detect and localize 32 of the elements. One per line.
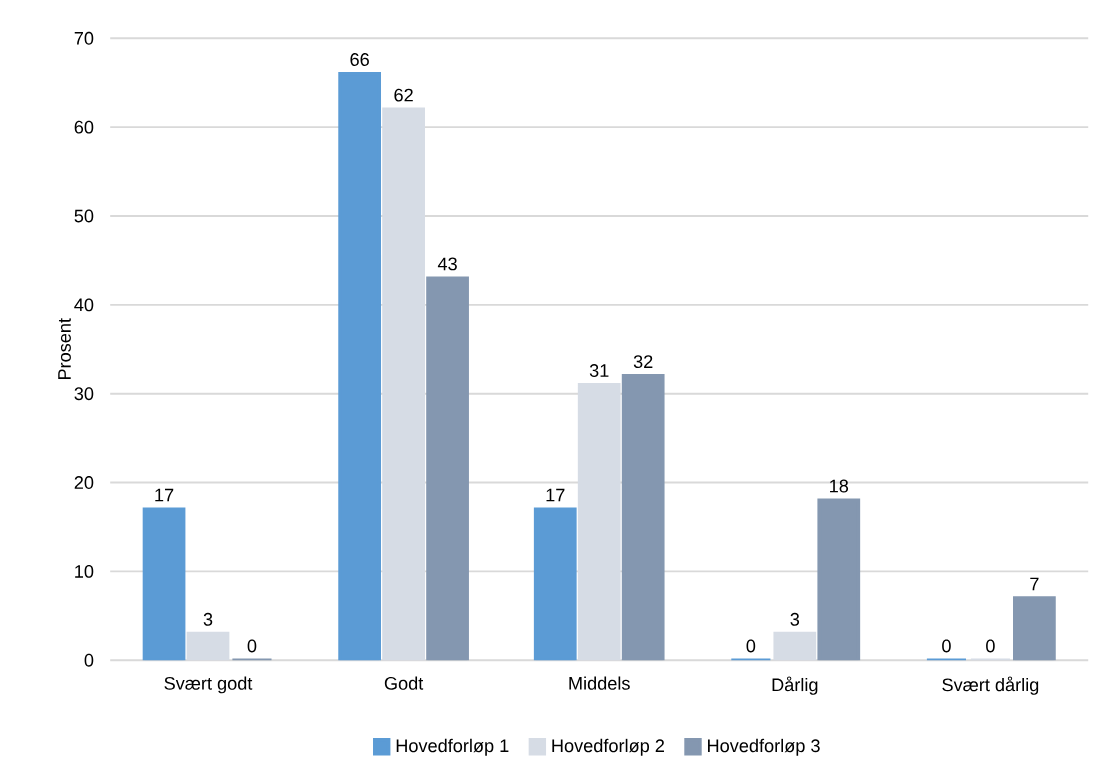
legend-label: Hovedforløp 1: [396, 738, 509, 756]
y-tick-label: 0: [84, 653, 94, 667]
y-axis-title: Prosent: [58, 318, 71, 380]
data-label: 7: [1030, 577, 1039, 591]
data-label: 17: [155, 488, 174, 502]
data-label: 0: [942, 639, 951, 653]
y-tick-label: 50: [74, 209, 94, 223]
y-tick-label: 10: [75, 564, 94, 578]
x-tick-label: Middels: [569, 676, 630, 690]
legend-label: Hovedforløp 3: [708, 738, 820, 756]
y-tick-label: 40: [74, 298, 94, 312]
data-label: 17: [546, 488, 565, 502]
y-tick-label: 30: [74, 387, 94, 401]
data-label: 0: [247, 639, 257, 653]
y-tick-label: 60: [74, 120, 94, 134]
x-tick-label: Svært godt: [164, 676, 253, 694]
x-tick-label: Godt: [384, 676, 424, 690]
data-label: 31: [589, 364, 609, 377]
legend-label: Hovedforløp 2: [552, 738, 664, 756]
x-tick-label: Svært dårlig: [942, 676, 1039, 695]
data-label: 62: [394, 88, 413, 102]
data-label: 18: [830, 479, 849, 493]
data-label: 66: [350, 53, 369, 66]
data-label: 3: [790, 612, 800, 626]
data-label: 0: [986, 639, 995, 653]
x-tick-label: Dårlig: [772, 676, 818, 695]
data-label: 43: [437, 257, 457, 271]
data-label: 32: [633, 355, 653, 369]
y-tick-label: 20: [74, 476, 94, 489]
y-tick-label: 70: [74, 31, 94, 45]
data-label: 3: [203, 612, 213, 626]
data-label: 0: [746, 639, 756, 653]
